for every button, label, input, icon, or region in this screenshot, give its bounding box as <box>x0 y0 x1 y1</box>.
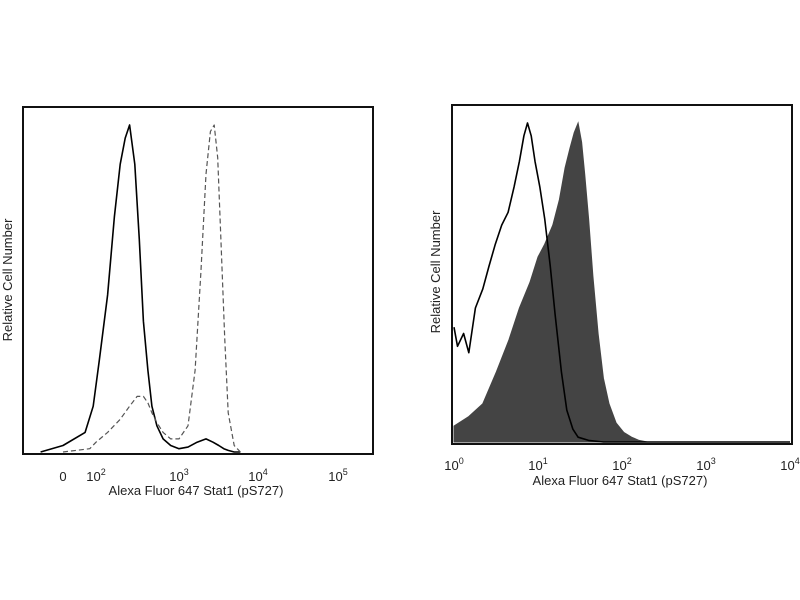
left-plot-frame <box>22 106 374 455</box>
x-tick-label: 100 <box>444 456 463 473</box>
left-y-axis-label: Relative Cell Number <box>0 218 15 341</box>
solid-histogram-series <box>40 124 241 453</box>
x-tick-label: 104 <box>248 467 267 484</box>
left-x-tick-labels: 0 102 103 104 105 <box>59 467 347 484</box>
right-x-tick-labels: 100 101 102 103 104 <box>444 456 799 473</box>
right-histogram-panel: 100 101 102 103 104 Alexa Fluor 647 Stat1 (p… <box>428 104 800 488</box>
dashed-histogram-series <box>62 124 241 453</box>
left-plot-area <box>40 124 241 453</box>
x-tick-label: 102 <box>612 456 631 473</box>
x-tick-label: 101 <box>528 456 547 473</box>
right-y-axis-label: Relative Cell Number <box>428 210 443 333</box>
x-tick-label: 105 <box>328 467 347 484</box>
x-tick-label: 102 <box>86 467 105 484</box>
filled-histogram-series <box>453 121 790 443</box>
right-plot-area <box>453 121 790 443</box>
x-tick-label: 103 <box>696 456 715 473</box>
right-plot-frame <box>451 104 793 445</box>
left-x-axis-label: Alexa Fluor 647 Stat1 (pS727) <box>109 483 284 498</box>
x-tick-label: 103 <box>169 467 188 484</box>
x-tick-label: 104 <box>780 456 799 473</box>
right-x-axis-label: Alexa Fluor 647 Stat1 (pS727) <box>533 473 708 488</box>
solid-histogram-series <box>453 122 790 443</box>
left-histogram-panel: 0 102 103 104 105 Alexa Fluor 647 Stat1 (pS7… <box>0 106 374 498</box>
x-tick-label: 0 <box>59 469 66 484</box>
